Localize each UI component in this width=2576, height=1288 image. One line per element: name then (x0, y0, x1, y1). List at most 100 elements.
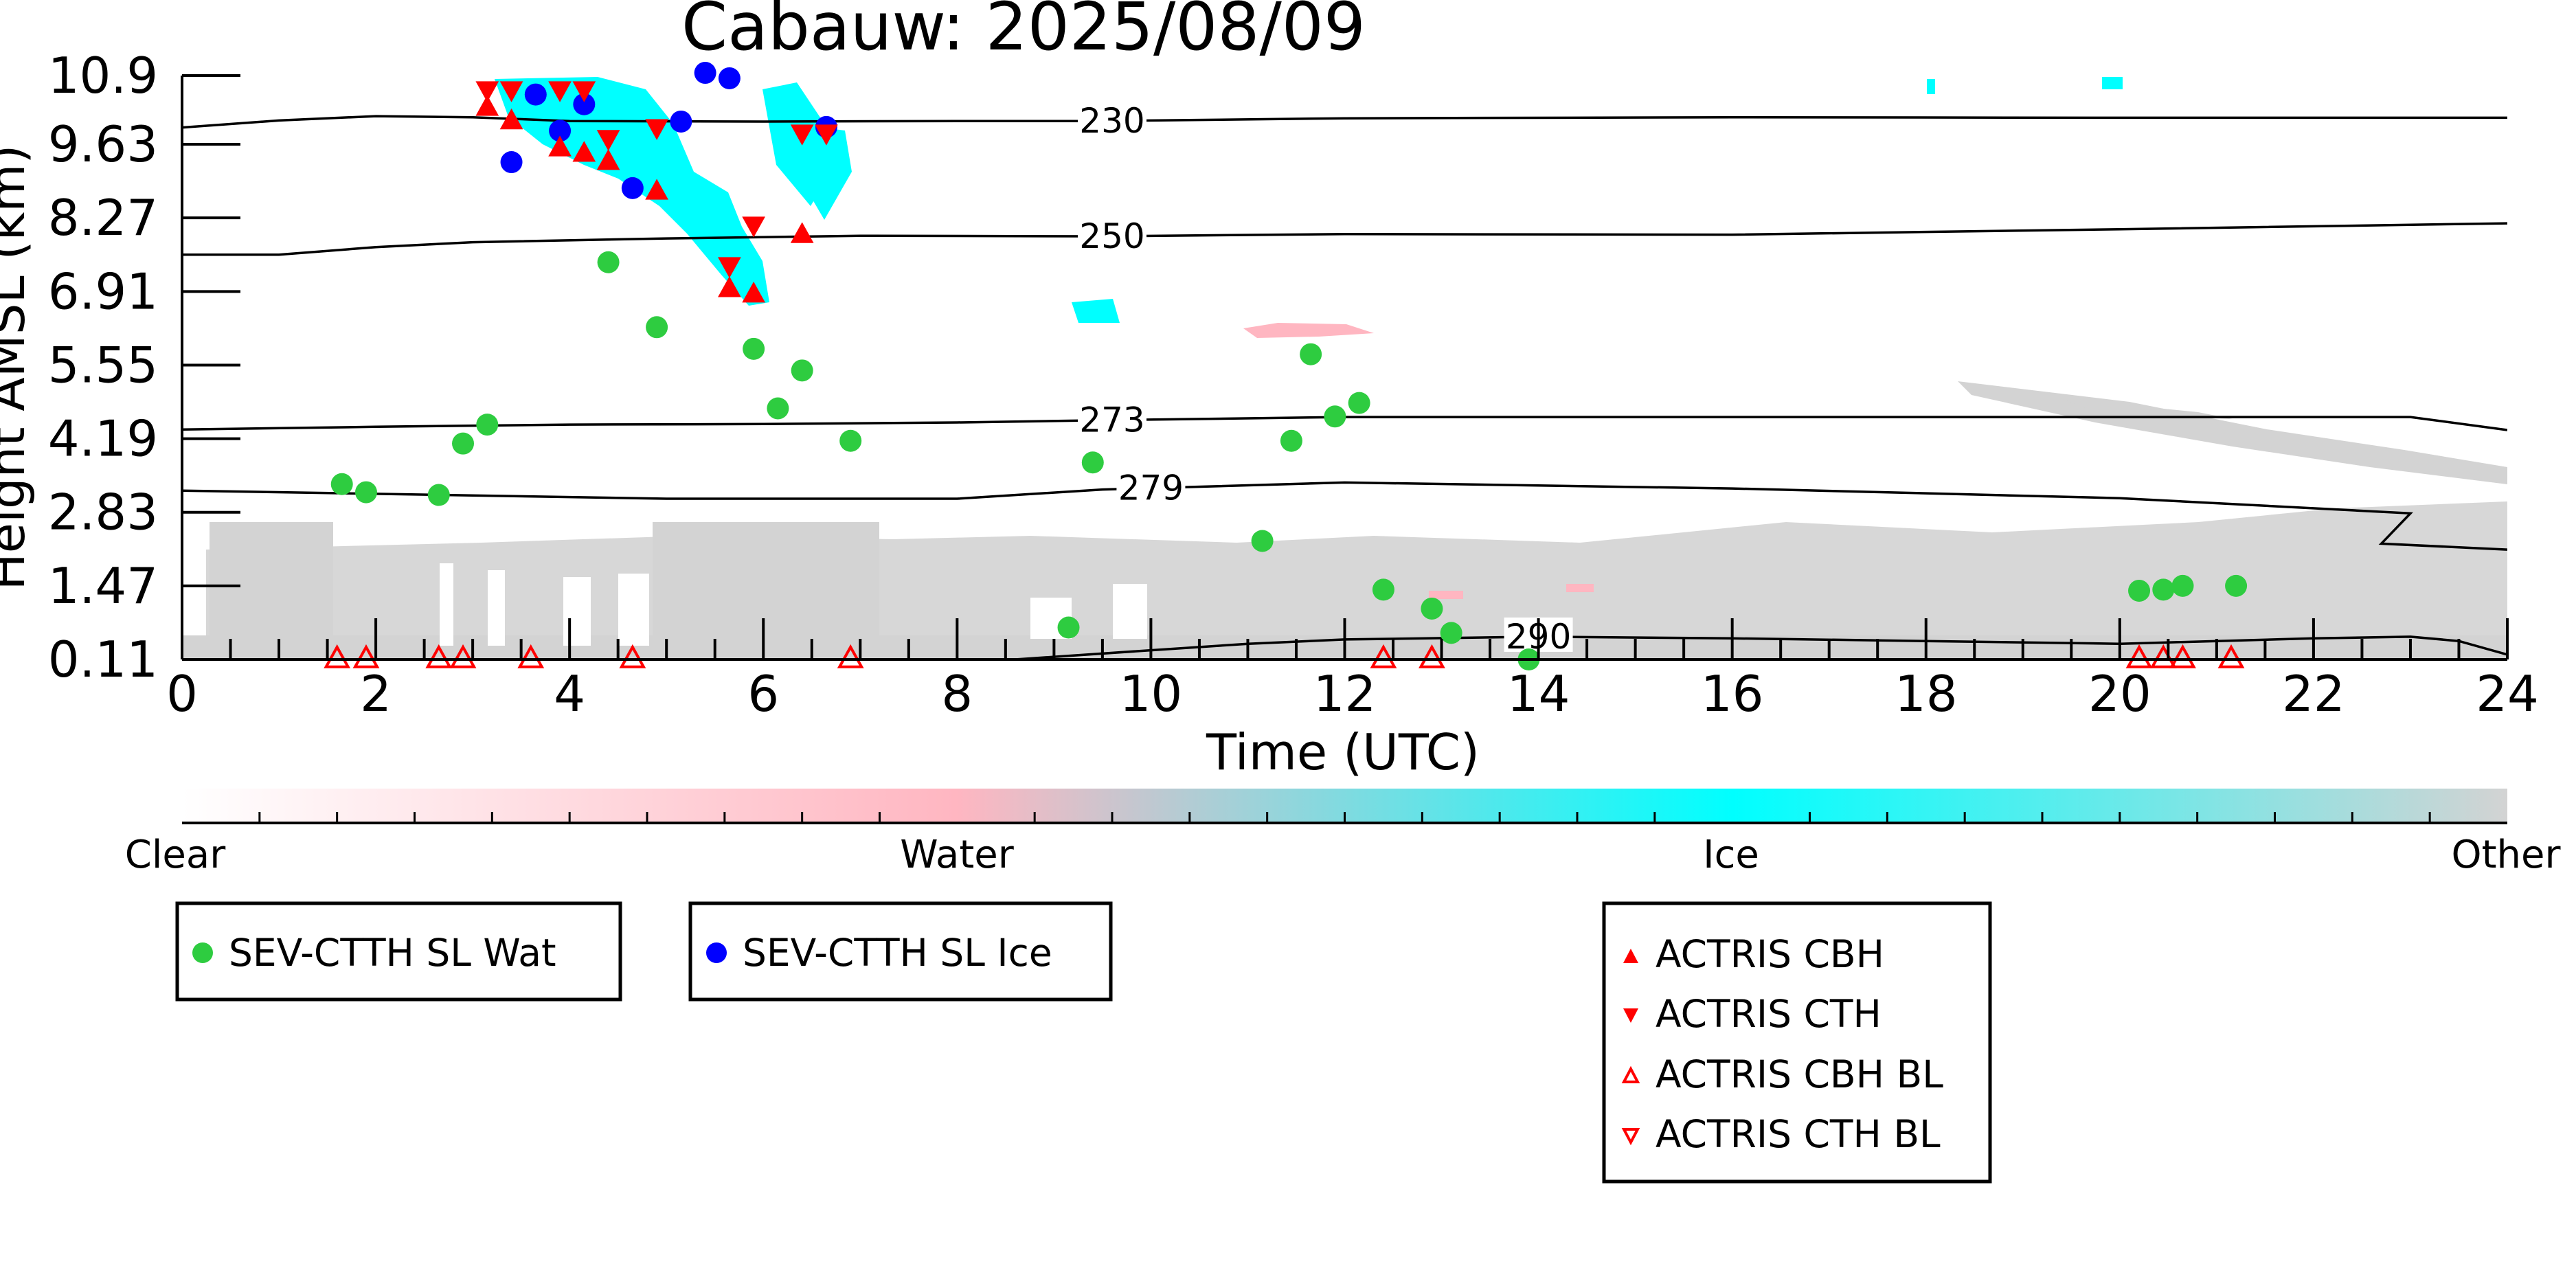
colorbar-ticks (258, 812, 2431, 823)
contour-label-250: 250 (1079, 216, 1144, 256)
actris-cbh-bl-marker (2125, 644, 2153, 668)
sev-ctth-sl-wat-marker (2152, 578, 2175, 601)
actris-cth-marker (499, 81, 523, 102)
colorbar-label-ice: Ice (1703, 833, 1759, 877)
sev-ctth-sl-wat-marker (1348, 392, 1370, 414)
y-tick-label: 2.83 (48, 484, 158, 541)
sev-ctth-sl-ice-marker (500, 151, 523, 174)
sev-ctth-sl-wat-marker (1251, 530, 1274, 552)
actris-cth-marker (475, 81, 499, 102)
sev-ctth-sl-ice-marker (573, 93, 596, 115)
y-tick-label: 4.19 (48, 410, 158, 468)
sev-ctth-sl-wat-marker (1057, 616, 1080, 639)
legend-marker-actris-cbh (1623, 949, 1638, 963)
colorbar-label-clear: Clear (125, 833, 226, 877)
sev-ctth-sl-wat-marker (1081, 451, 1104, 474)
actris-cbh-bl-marker (837, 644, 864, 668)
y-tick-label: 9.63 (48, 115, 158, 173)
colorbar-label-other: Other (2451, 833, 2561, 877)
actris-cth-marker (596, 130, 620, 151)
y-tick-label: 1.47 (48, 557, 158, 615)
sev-ctth-sl-wat-marker (1440, 622, 1462, 644)
x-axis-label: Time (UTC) (1206, 723, 1480, 781)
y-tick-label: 6.91 (48, 262, 158, 320)
x-tick-label: 14 (1507, 665, 1570, 723)
x-tick-label: 20 (2088, 665, 2151, 723)
contour-label-bg (1116, 468, 1186, 504)
data-markers (324, 62, 2248, 670)
sev-ctth-sl-wat-marker (2128, 579, 2151, 602)
actris-cbh-bl-marker (324, 644, 351, 668)
sev-ctth-sl-wat-marker (597, 251, 620, 273)
actris-cth-marker (790, 124, 814, 146)
sev-ctth-sl-wat-marker (427, 484, 450, 506)
x-tick-label: 18 (1895, 665, 1958, 723)
actris-cbh-bl-marker (517, 644, 545, 668)
chart-title: Cabauw: 2025/08/09 (681, 0, 1366, 65)
y-axis-label: Height AMSL (km) (0, 145, 36, 591)
y-ticks: 0.11 1.47 2.83 4.19 5.55 6.91 8.27 9.63 10.9 (48, 47, 240, 688)
contour-label-bg (1078, 216, 1146, 251)
y-tick-label: 0.11 (48, 631, 158, 688)
sev-ctth-sl-wat-marker (476, 414, 499, 436)
sev-ctth-sl-wat-marker (791, 359, 813, 382)
actris-cbh-bl-marker (352, 644, 380, 668)
x-tick-label: 8 (941, 665, 973, 723)
actris-cbh-marker (718, 276, 741, 297)
contour-label-279: 279 (1118, 468, 1184, 508)
legend-marker-sev-wat (192, 942, 213, 963)
legend-label-sev-ice: SEV-CTTH SL Ice (743, 931, 1052, 975)
actris-cbh-bl-marker (1419, 644, 1445, 668)
actris-cbh-marker (475, 95, 499, 116)
actris-cbh-marker (499, 108, 523, 130)
contour-250 (182, 222, 2507, 256)
legend-label-actris-cth-bl: ACTRIS CTH BL (1656, 1112, 1941, 1156)
legend-marker-actris-cth-bl (1621, 1128, 1640, 1146)
x-ticks: 0 2 4 6 8 10 12 14 16 18 20 22 24 (166, 618, 2539, 723)
contour-label-273: 273 (1079, 400, 1144, 440)
sev-ctth-sl-wat-marker (839, 429, 862, 452)
actris-cbh-bl-marker (2217, 644, 2245, 668)
sev-ctth-sl-wat-marker (354, 481, 377, 504)
sev-ctth-sl-wat-marker (1421, 597, 1443, 620)
actris-cbh-marker (742, 282, 765, 303)
contour-230 (182, 115, 2507, 129)
actris-cth-marker (548, 81, 572, 102)
actris-cbh-marker (645, 179, 668, 200)
legend-label-actris-cbh: ACTRIS CBH (1656, 932, 1884, 976)
legend-marker-sev-ice (706, 942, 727, 963)
actris-cbh-bl-marker (1370, 644, 1397, 668)
legend-label-actris-cbh-bl: ACTRIS CBH BL (1656, 1052, 1943, 1096)
actris-cth-marker (572, 81, 596, 102)
actris-cbh-marker (790, 222, 814, 243)
y-tick-label: 10.9 (48, 47, 158, 104)
actris-cth-marker (645, 119, 668, 140)
actris-cth-marker (718, 257, 741, 278)
actris-cbh-bl-marker (425, 644, 453, 668)
y-tick-label: 8.27 (48, 189, 158, 247)
sev-ctth-sl-wat-marker (767, 397, 789, 420)
contour-label-230: 230 (1079, 101, 1144, 141)
legend-marker-actris-cbh-bl (1621, 1065, 1640, 1083)
colorbar-label-water: Water (900, 833, 1015, 877)
sev-ctth-sl-wat-marker (1280, 429, 1302, 452)
x-tick-label: 0 (166, 665, 198, 723)
x-tick-label: 10 (1120, 665, 1183, 723)
sev-ctth-sl-wat-marker (330, 473, 353, 495)
x-tick-label: 2 (360, 665, 392, 723)
sev-ctth-sl-wat-marker (1324, 405, 1346, 428)
legend-box-sev-ice: SEV-CTTH SL Ice (688, 901, 1113, 1002)
actris-cbh-bl-marker (619, 644, 646, 668)
sev-ctth-sl-wat-marker (1372, 578, 1394, 601)
actris-cbh-marker (572, 141, 596, 162)
actris-cth-marker (815, 124, 838, 146)
contour-label-bg (1078, 102, 1146, 137)
cloud-mask-field (182, 77, 2507, 659)
x-tick-label: 12 (1313, 665, 1377, 723)
legend-marker-actris-cth (1623, 1008, 1638, 1023)
legend-label-sev-wat: SEV-CTTH SL Wat (229, 931, 556, 975)
legend-box-sev-wat: SEV-CTTH SL Wat (175, 901, 622, 1002)
sev-ctth-sl-ice-marker (524, 83, 547, 106)
